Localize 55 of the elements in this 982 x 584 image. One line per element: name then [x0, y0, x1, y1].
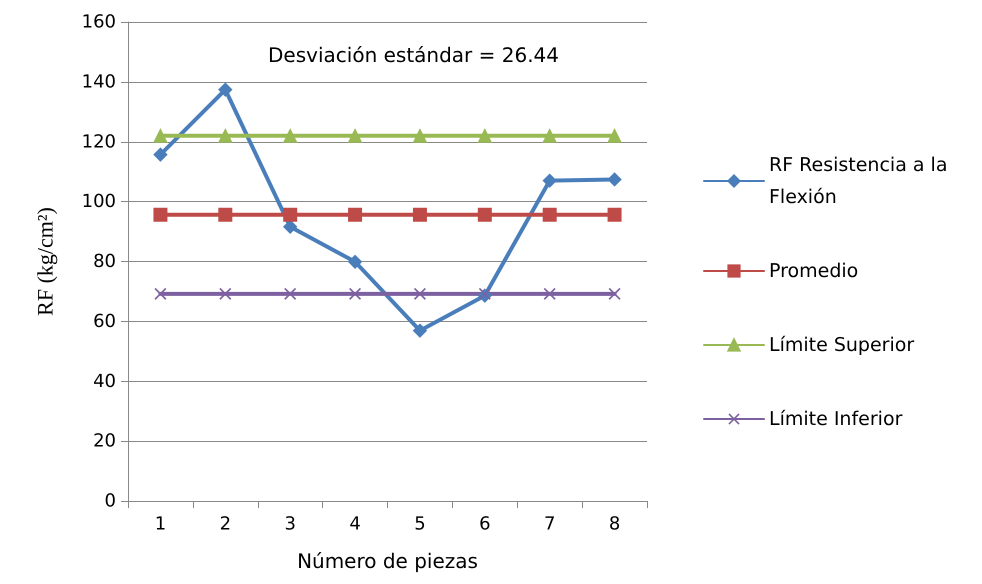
- y-tick-label: 100: [82, 191, 116, 212]
- point: [349, 288, 362, 300]
- point: [283, 220, 298, 234]
- legend-label: Límite Superior: [769, 334, 914, 356]
- point: [544, 288, 556, 300]
- point: [348, 128, 362, 143]
- point: [219, 288, 232, 300]
- y-tick-label: 140: [82, 71, 116, 92]
- point: [412, 324, 427, 338]
- legend-label: Límite Inferior: [769, 408, 903, 430]
- y-tick-label: 60: [93, 310, 116, 332]
- x-tick-label: 1: [154, 514, 166, 534]
- point: [284, 288, 296, 300]
- point: [412, 128, 427, 143]
- x-tick-label: 2: [220, 514, 232, 534]
- point: [608, 172, 622, 186]
- x-tick-label: 5: [414, 514, 426, 534]
- point: [153, 208, 168, 222]
- point: [608, 128, 622, 143]
- x-tick-label: 3: [284, 514, 296, 534]
- point: [218, 208, 232, 222]
- point: [218, 82, 232, 97]
- legend-label: Promedio: [769, 260, 858, 282]
- point: [608, 208, 622, 222]
- point: [348, 208, 362, 222]
- point: [218, 128, 232, 143]
- point: [153, 128, 168, 143]
- y-tick-label: 160: [82, 12, 116, 32]
- point: [153, 148, 168, 162]
- x-tick-label: 4: [349, 514, 361, 534]
- point: [478, 208, 492, 222]
- point: [283, 128, 298, 143]
- point: [542, 208, 557, 222]
- y-tick-label: 80: [93, 251, 116, 272]
- x-tick-label: 7: [544, 514, 556, 534]
- y-tick-label: 20: [93, 430, 116, 452]
- x-axis-title: Número de piezas: [297, 549, 478, 573]
- point: [412, 208, 427, 222]
- y-tick-label: 0: [104, 490, 116, 512]
- point: [478, 128, 492, 143]
- point: [348, 254, 362, 269]
- point: [283, 208, 298, 222]
- point: [478, 288, 491, 300]
- point: [154, 288, 166, 300]
- legend-label: RF Resistencia a la Flexión: [769, 154, 954, 208]
- y-tick-label: 120: [82, 131, 116, 152]
- point: [542, 128, 557, 143]
- point: [542, 174, 557, 188]
- x-tick-label: 6: [479, 514, 491, 534]
- x-tick-label: 8: [608, 514, 620, 534]
- y-tick-label: 40: [93, 370, 116, 392]
- y-axis-title: RF (kg/cm²): [32, 207, 58, 316]
- point: [608, 288, 621, 300]
- annotation: Desviación estándar = 26.44: [268, 43, 559, 67]
- point: [414, 288, 426, 300]
